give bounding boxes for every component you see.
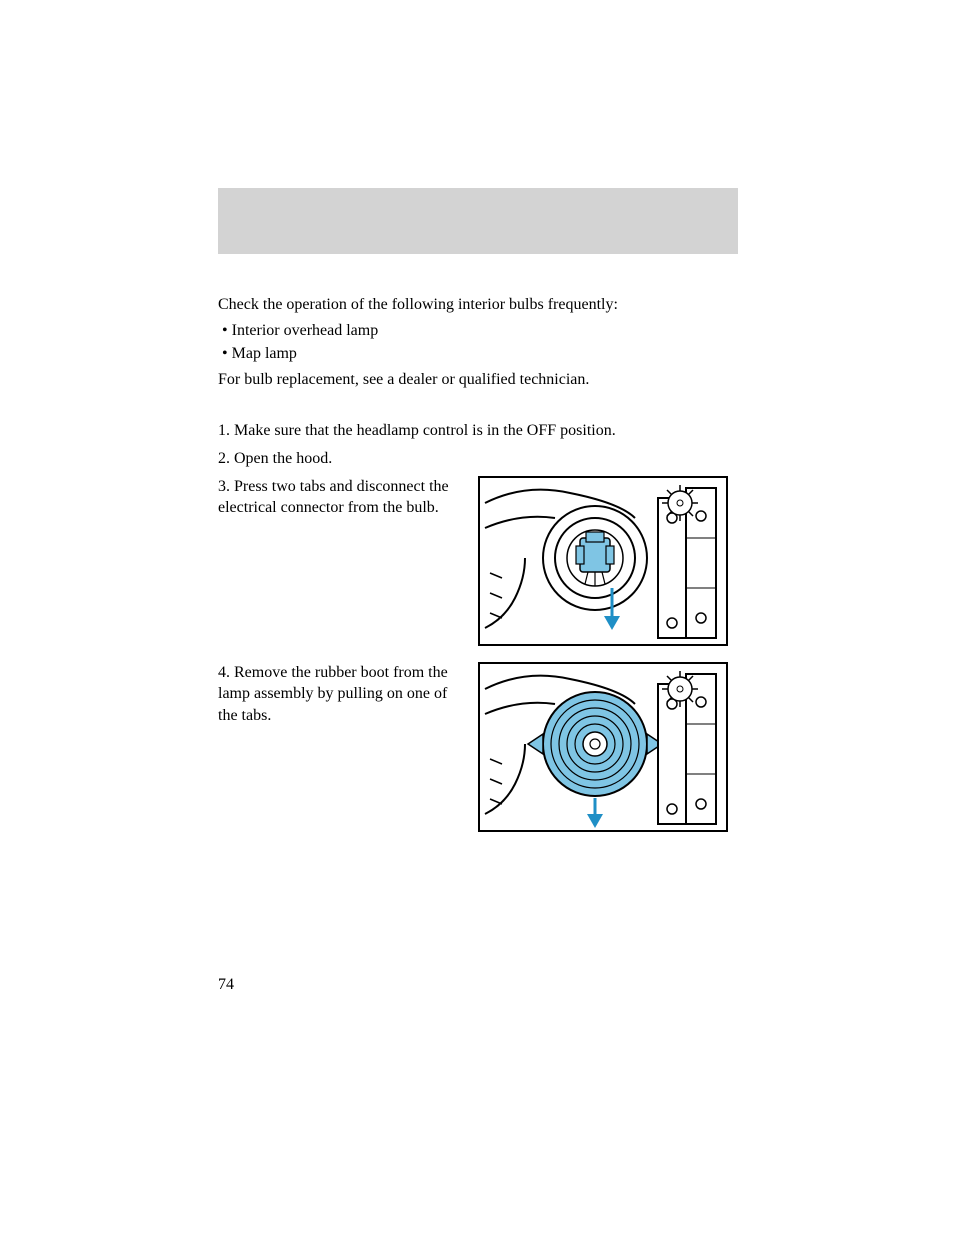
step-3-text: 3. Press two tabs and disconnect the ele… [218,476,478,519]
closing-paragraph: For bulb replacement, see a dealer or qu… [218,369,738,391]
intro-text-block: Check the operation of the following int… [218,294,738,390]
steps-block: 1. Make sure that the headlamp control i… [218,420,738,831]
intro-paragraph: Check the operation of the following int… [218,294,738,316]
step-1-text: 1. Make sure that the headlamp control i… [218,420,738,442]
step-2-text: 2. Open the hood. [218,448,738,470]
list-item: Map lamp [236,343,738,365]
figure-rubber-boot-removal [478,662,728,832]
section-header-bar [218,188,738,254]
bulb-bullet-list: Interior overhead lamp Map lamp [218,320,738,365]
figure-connector-removal [478,476,728,646]
step-4-text: 4. Remove the rubber boot from the lamp … [218,662,478,727]
page-number: 74 [218,976,234,994]
list-item: Interior overhead lamp [236,320,738,342]
